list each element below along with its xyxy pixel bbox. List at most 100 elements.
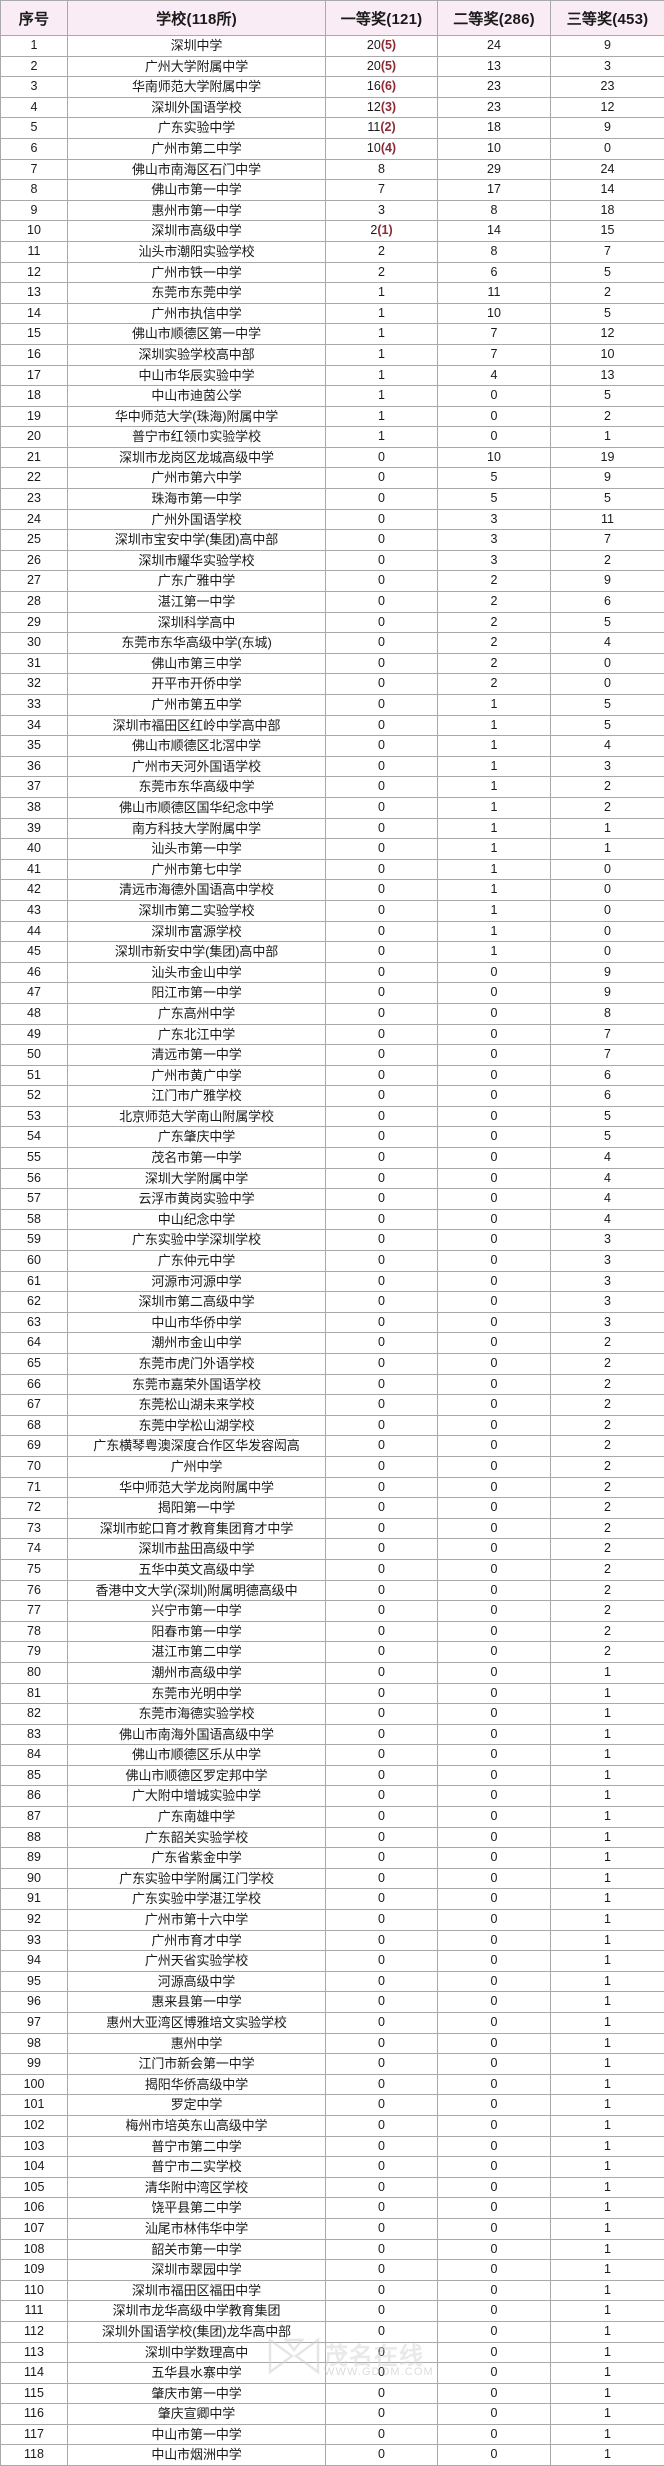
cell-second-prize: 0 [438,2136,551,2157]
cell-second-prize: 8 [438,241,551,262]
cell-third-prize: 1 [551,2074,664,2095]
cell-third-prize: 0 [551,674,664,695]
cell-first-prize: 0 [326,1765,438,1786]
cell-school-name: 深圳大学附属中学 [68,1168,326,1189]
cell-first-prize: 0 [326,1745,438,1766]
cell-first-prize: 0 [326,715,438,736]
cell-rank: 51 [1,1065,68,1086]
first-prize-count: 0 [378,676,385,690]
cell-first-prize: 0 [326,2321,438,2342]
cell-first-prize: 1 [326,386,438,407]
cell-first-prize: 3 [326,200,438,221]
cell-third-prize: 1 [551,2013,664,2034]
cell-second-prize: 0 [438,1395,551,1416]
first-prize-count: 0 [378,1500,385,1514]
first-prize-count: 1 [378,326,385,340]
cell-rank: 39 [1,818,68,839]
cell-school-name: 广州中学 [68,1456,326,1477]
cell-first-prize: 0 [326,1642,438,1663]
cell-third-prize: 6 [551,1065,664,1086]
cell-school-name: 东莞松山湖未来学校 [68,1395,326,1416]
cell-rank: 72 [1,1498,68,1519]
cell-rank: 33 [1,695,68,716]
first-prize-count: 0 [378,1583,385,1597]
cell-third-prize: 1 [551,1662,664,1683]
cell-school-name: 罗定中学 [68,2095,326,2116]
cell-school-name: 广东实验中学湛江学校 [68,1889,326,1910]
cell-third-prize: 1 [551,1889,664,1910]
cell-first-prize: 0 [326,983,438,1004]
cell-second-prize: 0 [438,1374,551,1395]
cell-second-prize: 10 [438,447,551,468]
cell-second-prize: 0 [438,2301,551,2322]
cell-rank: 2 [1,56,68,77]
cell-second-prize: 0 [438,2260,551,2281]
cell-rank: 57 [1,1189,68,1210]
cell-rank: 58 [1,1209,68,1230]
cell-rank: 6 [1,138,68,159]
cell-second-prize: 0 [438,2115,551,2136]
cell-first-prize: 0 [326,2260,438,2281]
cell-second-prize: 0 [438,1333,551,1354]
cell-third-prize: 3 [551,1271,664,1292]
first-prize-count: 0 [378,491,385,505]
cell-school-name: 佛山市顺德区罗定邦中学 [68,1765,326,1786]
cell-second-prize: 0 [438,1292,551,1313]
first-prize-count: 0 [378,1521,385,1535]
table-header: 序号 学校(118所) 一等奖(121) 二等奖(286) 三等奖(453) [1,1,664,36]
cell-second-prize: 0 [438,1992,551,2013]
cell-rank: 35 [1,736,68,757]
cell-school-name: 中山市迪茵公学 [68,386,326,407]
column-header-first-prize: 一等奖(121) [326,1,438,36]
cell-first-prize: 1 [326,427,438,448]
cell-second-prize: 0 [438,2095,551,2116]
cell-third-prize: 4 [551,736,664,757]
cell-school-name: 广州天省实验学校 [68,1951,326,1972]
first-prize-count: 0 [378,2324,385,2338]
first-prize-count: 0 [378,1047,385,1061]
cell-second-prize: 0 [438,1601,551,1622]
cell-school-name: 清远市海德外国语高中学校 [68,880,326,901]
cell-rank: 77 [1,1601,68,1622]
cell-third-prize: 4 [551,1148,664,1169]
cell-first-prize: 0 [326,736,438,757]
cell-school-name: 东莞中学松山湖学校 [68,1415,326,1436]
cell-rank: 20 [1,427,68,448]
cell-first-prize: 1 [326,406,438,427]
cell-second-prize: 0 [438,1209,551,1230]
cell-second-prize: 0 [438,1807,551,1828]
cell-second-prize: 0 [438,1354,551,1375]
cell-second-prize: 0 [438,2177,551,2198]
cell-second-prize: 0 [438,2424,551,2445]
first-prize-count: 10 [367,141,381,155]
cell-school-name: 湛江市第二中学 [68,1642,326,1663]
cell-first-prize: 0 [326,1477,438,1498]
cell-second-prize: 2 [438,633,551,654]
cell-rank: 84 [1,1745,68,1766]
first-prize-count: 7 [378,182,385,196]
cell-third-prize: 1 [551,1971,664,1992]
cell-second-prize: 0 [438,2054,551,2075]
cell-first-prize: 0 [326,633,438,654]
cell-third-prize: 5 [551,715,664,736]
first-prize-count: 0 [378,2365,385,2379]
cell-rank: 98 [1,2033,68,2054]
cell-school-name: 广东韶关实验学校 [68,1827,326,1848]
cell-second-prize: 2 [438,592,551,613]
cell-first-prize: 0 [326,859,438,880]
cell-rank: 95 [1,1971,68,1992]
